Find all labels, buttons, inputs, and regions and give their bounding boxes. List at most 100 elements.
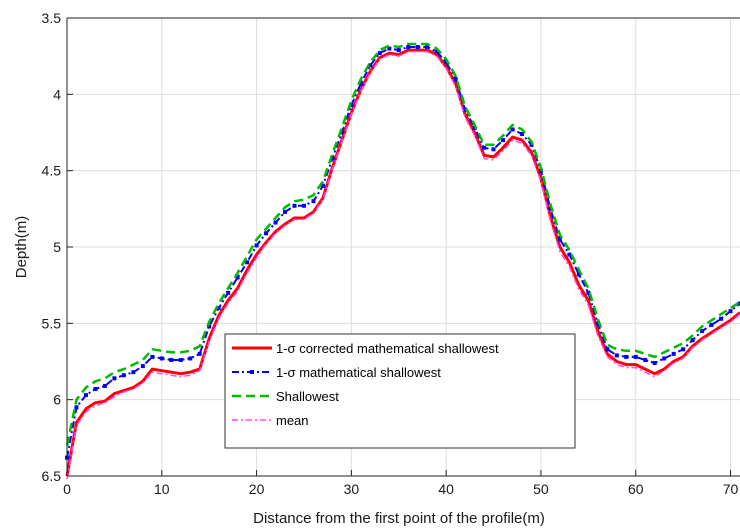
- series-marker-1: [605, 347, 610, 352]
- series-marker-1: [368, 63, 373, 68]
- series-marker-1: [207, 324, 212, 329]
- series-marker-1: [671, 351, 676, 356]
- y-tick-label: 6.5: [42, 468, 62, 484]
- series-marker-1: [235, 275, 240, 280]
- x-tick-label: 20: [249, 481, 265, 497]
- series-marker-1: [519, 132, 524, 137]
- series-marker-1: [358, 81, 363, 86]
- series-marker-1: [557, 237, 562, 242]
- series-marker-1: [652, 361, 657, 366]
- series-marker-1: [283, 209, 288, 214]
- series-marker-1: [633, 354, 638, 359]
- x-tick-label: 10: [154, 481, 170, 497]
- series-marker-1: [102, 383, 107, 388]
- series-marker-1: [301, 203, 306, 208]
- legend: 1-σ corrected mathematical shallowest 1-σ…: [224, 333, 576, 449]
- y-tick-label: 5: [53, 239, 61, 255]
- y-tick-label: 3.5: [42, 10, 62, 26]
- series-marker-1: [226, 290, 231, 295]
- legend-label-1: 1-σ mathematical shallowest: [276, 365, 441, 380]
- series-marker-1: [614, 353, 619, 358]
- series-marker-1: [415, 45, 420, 50]
- series-marker-1: [425, 45, 430, 50]
- series-marker-1: [216, 306, 221, 311]
- x-axis-label: Distance from the first point of the pro…: [253, 510, 545, 527]
- series-marker-1: [510, 127, 515, 132]
- legend-box: [224, 333, 576, 449]
- series-marker-1: [709, 322, 714, 327]
- series-marker-1: [396, 48, 401, 53]
- series-layer: [65, 42, 740, 480]
- series-marker-1: [292, 203, 297, 208]
- series-marker-1: [444, 60, 449, 65]
- series-marker-1: [169, 357, 174, 362]
- series-marker-1: [387, 46, 392, 51]
- series-line-2: [65, 42, 740, 446]
- x-tick-label: 70: [723, 481, 739, 497]
- series-marker-1: [624, 354, 629, 359]
- series-marker-1: [112, 376, 117, 381]
- x-tick-label: 60: [628, 481, 644, 497]
- series-marker-1: [491, 147, 496, 152]
- series-marker-1: [472, 125, 477, 130]
- series-marker-1: [273, 220, 278, 225]
- series-line-0: [65, 48, 740, 477]
- series-marker-1: [150, 354, 155, 359]
- series-marker-1: [738, 301, 740, 306]
- y-tick-label: 6: [53, 392, 61, 408]
- series-marker-1: [700, 328, 705, 333]
- series-marker-1: [567, 252, 572, 257]
- series-marker-1: [576, 272, 581, 277]
- series-marker-1: [406, 45, 411, 50]
- legend-label-0: 1-σ corrected mathematical shallowest: [276, 341, 499, 356]
- x-tick-label: 40: [438, 481, 454, 497]
- series-marker-1: [245, 260, 250, 265]
- series-marker-1: [719, 316, 724, 321]
- series-marker-1: [377, 51, 382, 56]
- series-marker-1: [595, 321, 600, 326]
- series-marker-1: [482, 145, 487, 150]
- tick-labels: 0 10 20 30 40 50 60 70 3.5 4 4.5 5 5.5 6 6.5: [42, 10, 739, 497]
- series-marker-1: [197, 351, 202, 356]
- series-marker-1: [264, 231, 269, 236]
- series-marker-1: [121, 373, 126, 378]
- series-line-3: [66, 50, 740, 480]
- series-marker-1: [586, 290, 591, 295]
- series-marker-1: [320, 183, 325, 188]
- series-marker-1: [254, 243, 259, 248]
- series-marker-1: [548, 206, 553, 211]
- x-tick-label: 30: [344, 481, 360, 497]
- series-marker-1: [681, 347, 686, 352]
- x-tick-label: 0: [63, 481, 71, 497]
- series-marker-1: [453, 77, 458, 82]
- series-marker-1: [74, 405, 79, 410]
- series-marker-1: [463, 107, 468, 112]
- legend-items: 1-σ corrected mathematical shallowest 1-σ…: [232, 341, 499, 428]
- series-marker-1: [501, 138, 506, 143]
- series-marker-1: [93, 386, 98, 391]
- series-marker-1: [159, 356, 164, 361]
- y-tick-label: 5.5: [42, 315, 62, 331]
- series-marker-1: [83, 393, 88, 398]
- series-marker-1: [311, 199, 316, 204]
- legend-label-3: mean: [276, 413, 309, 428]
- legend-marker-1: [250, 370, 254, 374]
- series-marker-1: [178, 357, 183, 362]
- series-marker-1: [349, 103, 354, 108]
- series-marker-1: [643, 357, 648, 362]
- y-tick-label: 4: [53, 86, 61, 102]
- series-marker-1: [131, 370, 136, 375]
- series-marker-1: [140, 364, 145, 369]
- series-marker-1: [690, 338, 695, 343]
- series-marker-1: [728, 309, 733, 314]
- y-axis-label: Depth(m): [13, 216, 30, 279]
- series-marker-1: [662, 356, 667, 361]
- legend-label-2: Shallowest: [276, 389, 339, 404]
- series-marker-1: [434, 49, 439, 54]
- axes: [66, 17, 740, 477]
- x-tick-label: 50: [533, 481, 549, 497]
- series-marker-1: [188, 356, 193, 361]
- series-marker-1: [339, 130, 344, 135]
- y-tick-label: 4.5: [42, 163, 62, 179]
